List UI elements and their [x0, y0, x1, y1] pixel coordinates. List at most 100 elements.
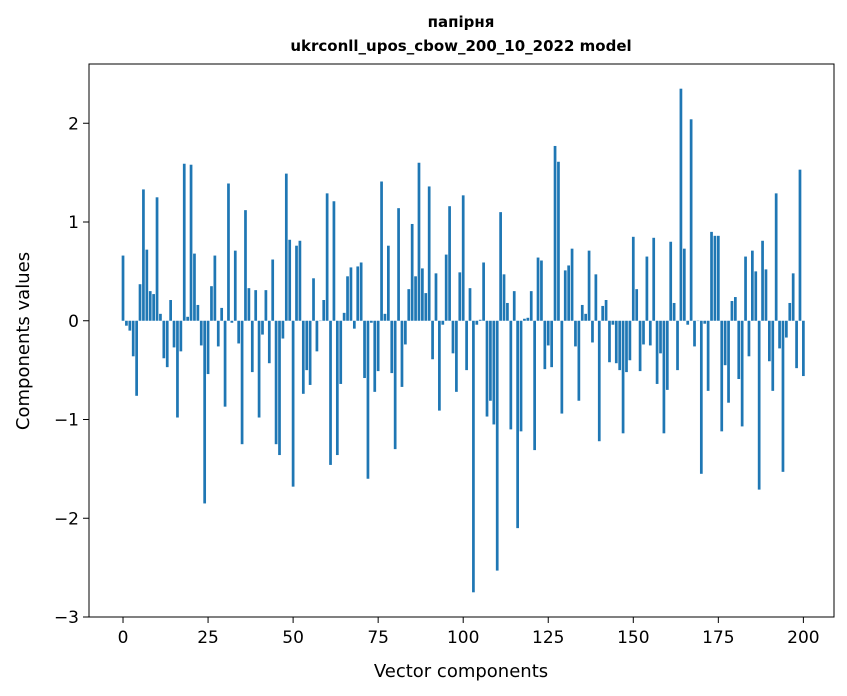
bar: [128, 320, 132, 331]
bar: [325, 193, 329, 321]
bar: [223, 320, 227, 407]
bar: [604, 300, 608, 321]
bar: [301, 320, 305, 394]
bar: [669, 241, 673, 321]
bar: [271, 259, 275, 321]
bar: [213, 255, 217, 321]
bar: [723, 320, 727, 366]
bar: [536, 257, 540, 321]
bar: [359, 262, 363, 321]
bar: [421, 268, 424, 321]
bar: [492, 320, 496, 425]
bar: [526, 317, 530, 321]
bar: [203, 320, 207, 504]
chart-subtitle: ukrconll_upos_cbow_200_10_2022 model: [290, 37, 631, 55]
bar: [250, 320, 254, 373]
bar: [699, 320, 703, 474]
bar: [533, 320, 536, 451]
bar: [291, 320, 295, 487]
bar: [733, 297, 737, 321]
bar: [380, 181, 383, 321]
bar: [621, 320, 625, 434]
bar: [768, 320, 771, 362]
bar: [240, 320, 244, 445]
bar: [638, 320, 642, 372]
bar: [410, 223, 414, 321]
bar: [148, 291, 152, 321]
bar: [346, 276, 349, 321]
bar: [352, 320, 356, 329]
bar: [509, 320, 513, 430]
bar: [233, 250, 237, 321]
bar: [485, 320, 489, 417]
bar: [730, 301, 734, 321]
bar: [305, 320, 309, 371]
bar: [771, 320, 775, 391]
bar: [512, 291, 516, 321]
bar: [506, 302, 509, 321]
bar: [397, 208, 400, 321]
bar: [298, 240, 302, 321]
bar: [162, 320, 166, 359]
bar: [761, 240, 764, 321]
bar: [608, 320, 611, 363]
bar: [774, 193, 778, 321]
bar: [584, 313, 588, 321]
bar: [628, 320, 632, 361]
bar: [550, 320, 554, 368]
bar: [230, 320, 234, 323]
bar: [716, 235, 720, 321]
bar: [329, 320, 332, 465]
bar: [199, 320, 203, 346]
bar: [625, 320, 628, 373]
bar: [472, 320, 475, 593]
bar: [577, 320, 581, 401]
bar: [744, 256, 747, 321]
bar: [356, 266, 360, 321]
bar: [179, 320, 183, 352]
bar: [659, 320, 662, 354]
bar: [393, 320, 397, 450]
bar: [570, 248, 574, 321]
bar: [482, 262, 485, 321]
bar: [686, 320, 690, 325]
bar: [703, 320, 707, 324]
bar: [754, 271, 758, 321]
bar: [400, 320, 404, 387]
bar: [747, 320, 751, 357]
bar: [404, 320, 407, 345]
bar: [679, 88, 683, 321]
bar: [502, 274, 506, 321]
bar: [614, 320, 618, 364]
bar: [247, 288, 251, 321]
y-axis-ticks: −3 −2 −1 0 1 2: [54, 114, 89, 628]
bar: [193, 253, 196, 321]
bar: [751, 250, 754, 321]
bar: [169, 300, 172, 321]
bar: [529, 291, 533, 321]
bar: [465, 320, 468, 371]
bar: [414, 276, 417, 321]
bar: [519, 320, 523, 432]
bar: [417, 162, 421, 321]
bar: [322, 300, 326, 321]
bar: [523, 318, 526, 321]
bar: [785, 320, 788, 338]
bar: [172, 320, 176, 348]
bar: [448, 206, 451, 321]
bar: [591, 320, 594, 343]
bar: [499, 212, 502, 321]
y-tick-label: −3: [54, 608, 79, 628]
bar: [648, 320, 652, 346]
bar: [387, 245, 390, 321]
bar: [227, 183, 230, 321]
bar: [710, 231, 713, 321]
bar: [315, 320, 319, 352]
y-tick-label: 0: [68, 312, 79, 332]
bar: [563, 270, 567, 321]
bar: [802, 320, 805, 377]
bar: [594, 274, 598, 321]
bar: [182, 163, 186, 321]
bar: [288, 239, 292, 321]
bar: [441, 320, 445, 325]
